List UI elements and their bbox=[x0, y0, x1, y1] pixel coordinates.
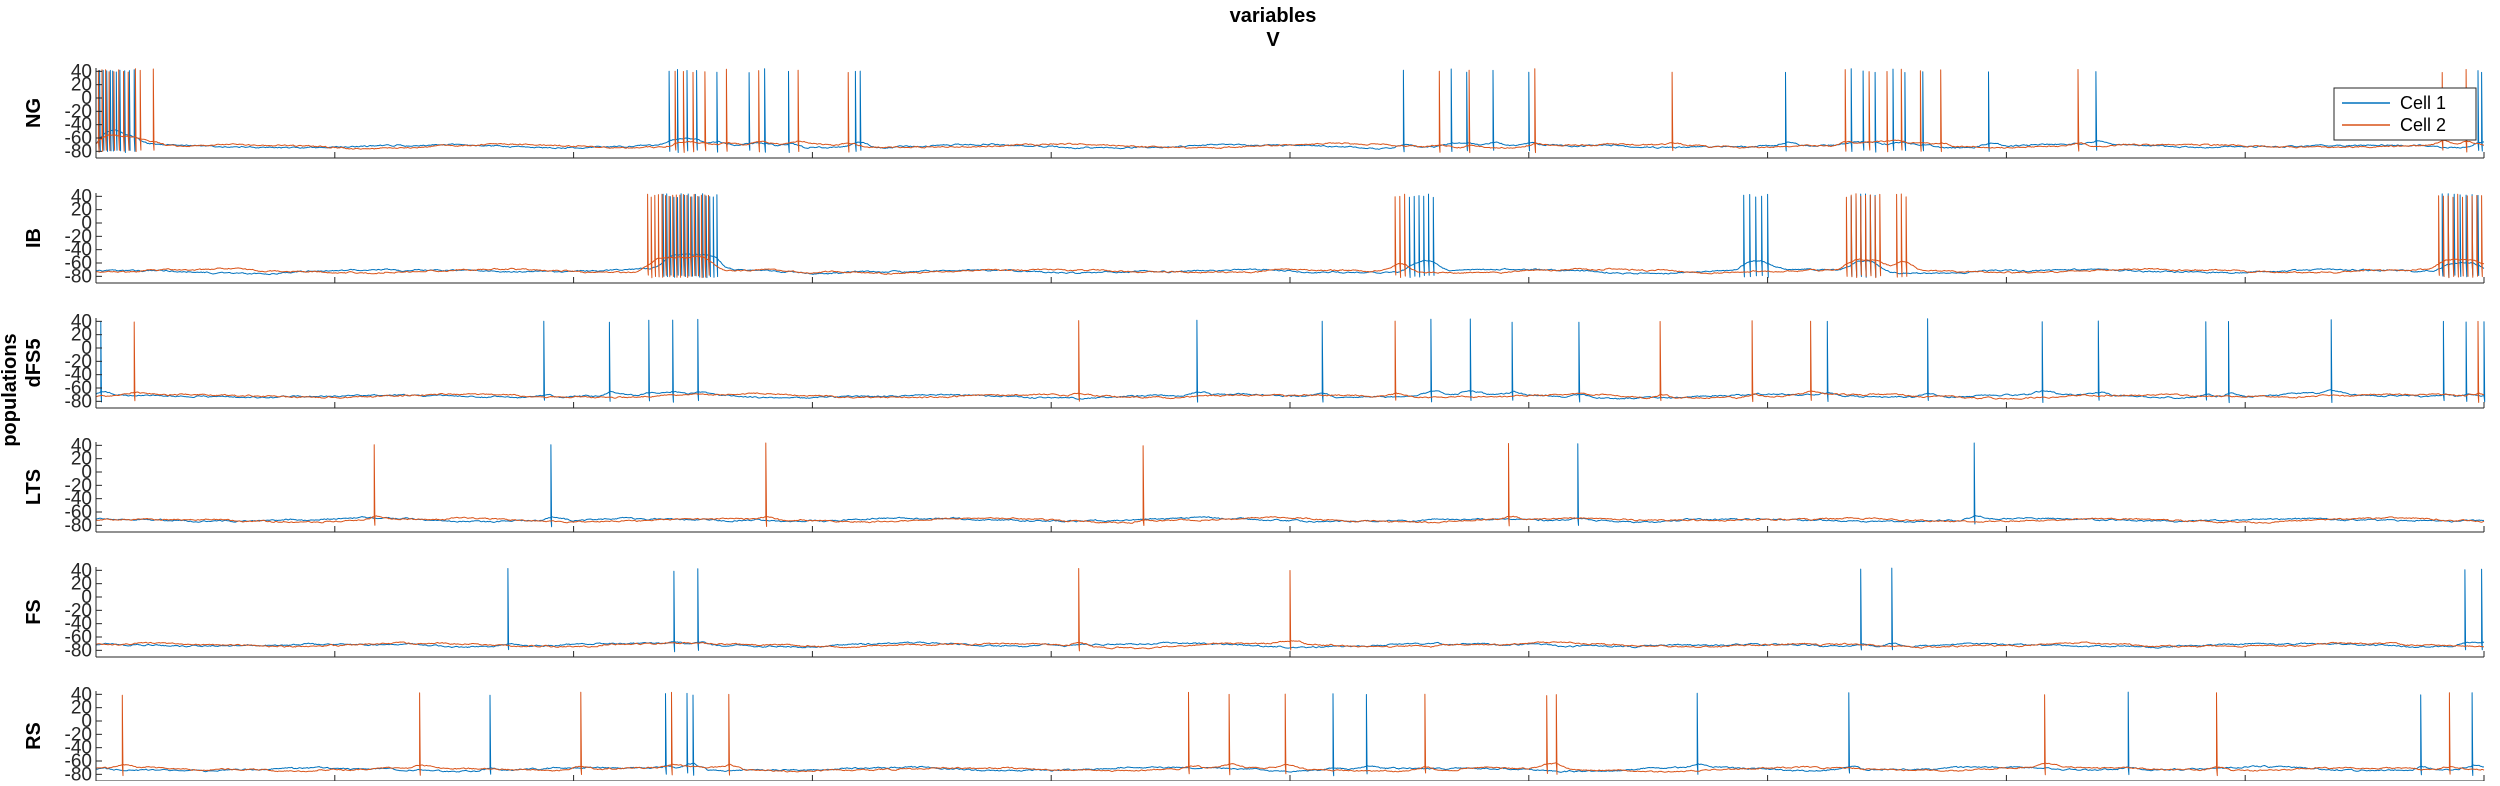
y-tick-label: -60 bbox=[65, 253, 92, 274]
y-tick-label: -20 bbox=[65, 226, 92, 247]
trace-lts-cell-2 bbox=[95, 442, 2485, 527]
y-tick-label: 20 bbox=[71, 449, 92, 470]
y-tick-label: -40 bbox=[65, 240, 92, 261]
y-tick-label: 20 bbox=[71, 325, 92, 346]
figure-title-line-1: variables bbox=[1230, 5, 1317, 27]
panel-label-ng: NG bbox=[23, 98, 45, 128]
y-tick-label: 0 bbox=[81, 587, 92, 608]
y-tick-label: 0 bbox=[81, 88, 92, 109]
y-tick-label: -80 bbox=[65, 141, 92, 162]
y-tick-label: -40 bbox=[65, 738, 92, 759]
trace-dfs5-cell-1 bbox=[95, 318, 2486, 404]
trace-rs-cell-2 bbox=[95, 691, 2485, 777]
y-tick-label: 40 bbox=[71, 560, 92, 581]
y-tick-label: 40 bbox=[71, 186, 92, 207]
y-tick-label: -60 bbox=[65, 627, 92, 648]
y-tick-label: 0 bbox=[81, 213, 92, 234]
y-tick-label: -80 bbox=[65, 515, 92, 536]
trace-fs-cell-2 bbox=[95, 568, 2485, 652]
y-tick-label: -20 bbox=[65, 351, 92, 372]
y-tick-label: 20 bbox=[71, 574, 92, 595]
y-tick-label: -60 bbox=[65, 751, 92, 772]
panel-label-dfs5: dFS5 bbox=[23, 339, 45, 388]
y-tick-label: 0 bbox=[81, 462, 92, 483]
panel-label-lts: LTS bbox=[23, 469, 45, 505]
y-tick-label: 20 bbox=[71, 698, 92, 719]
y-tick-label: -20 bbox=[65, 101, 92, 122]
y-tick-label: 40 bbox=[71, 311, 92, 332]
legend-label-cell-2: Cell 2 bbox=[2400, 115, 2446, 135]
trace-fs-cell-1 bbox=[95, 567, 2485, 653]
panel-label-fs: FS bbox=[23, 599, 45, 625]
y-tick-label: -40 bbox=[65, 614, 92, 635]
y-tick-label: -80 bbox=[65, 640, 92, 661]
figure-title-line-2: V bbox=[1266, 29, 1280, 51]
y-tick-label: -60 bbox=[65, 128, 92, 149]
y-tick-label: 20 bbox=[71, 200, 92, 221]
y-tick-label: -80 bbox=[65, 764, 92, 781]
y-tick-label: -40 bbox=[65, 115, 92, 136]
y-tick-label: 40 bbox=[71, 61, 92, 82]
y-tick-label: 40 bbox=[71, 684, 92, 705]
y-tick-label: 20 bbox=[71, 75, 92, 96]
trace-dfs5-cell-2 bbox=[95, 320, 2485, 403]
panel-label-ib: IB bbox=[23, 228, 45, 248]
y-tick-label: -80 bbox=[65, 391, 92, 412]
trace-ib-cell-2 bbox=[95, 193, 2485, 279]
panel-label-rs: RS bbox=[23, 722, 45, 750]
y-tick-label: 0 bbox=[81, 711, 92, 732]
legend-label-cell-1: Cell 1 bbox=[2400, 93, 2446, 113]
y-tick-label: -60 bbox=[65, 378, 92, 399]
trace-ng-cell-2 bbox=[95, 68, 2485, 154]
y-tick-label: -40 bbox=[65, 489, 92, 510]
figure-ylabel: populations bbox=[0, 333, 21, 446]
trace-ib-cell-1 bbox=[95, 193, 2485, 279]
y-tick-label: 0 bbox=[81, 338, 92, 359]
legend-box bbox=[2333, 87, 2477, 141]
y-tick-label: -60 bbox=[65, 502, 92, 523]
y-tick-label: -20 bbox=[65, 475, 92, 496]
y-tick-label: -80 bbox=[65, 266, 92, 287]
y-tick-label: -20 bbox=[65, 724, 92, 745]
y-tick-label: 40 bbox=[71, 435, 92, 456]
y-tick-label: -20 bbox=[65, 600, 92, 621]
y-tick-label: -40 bbox=[65, 365, 92, 386]
